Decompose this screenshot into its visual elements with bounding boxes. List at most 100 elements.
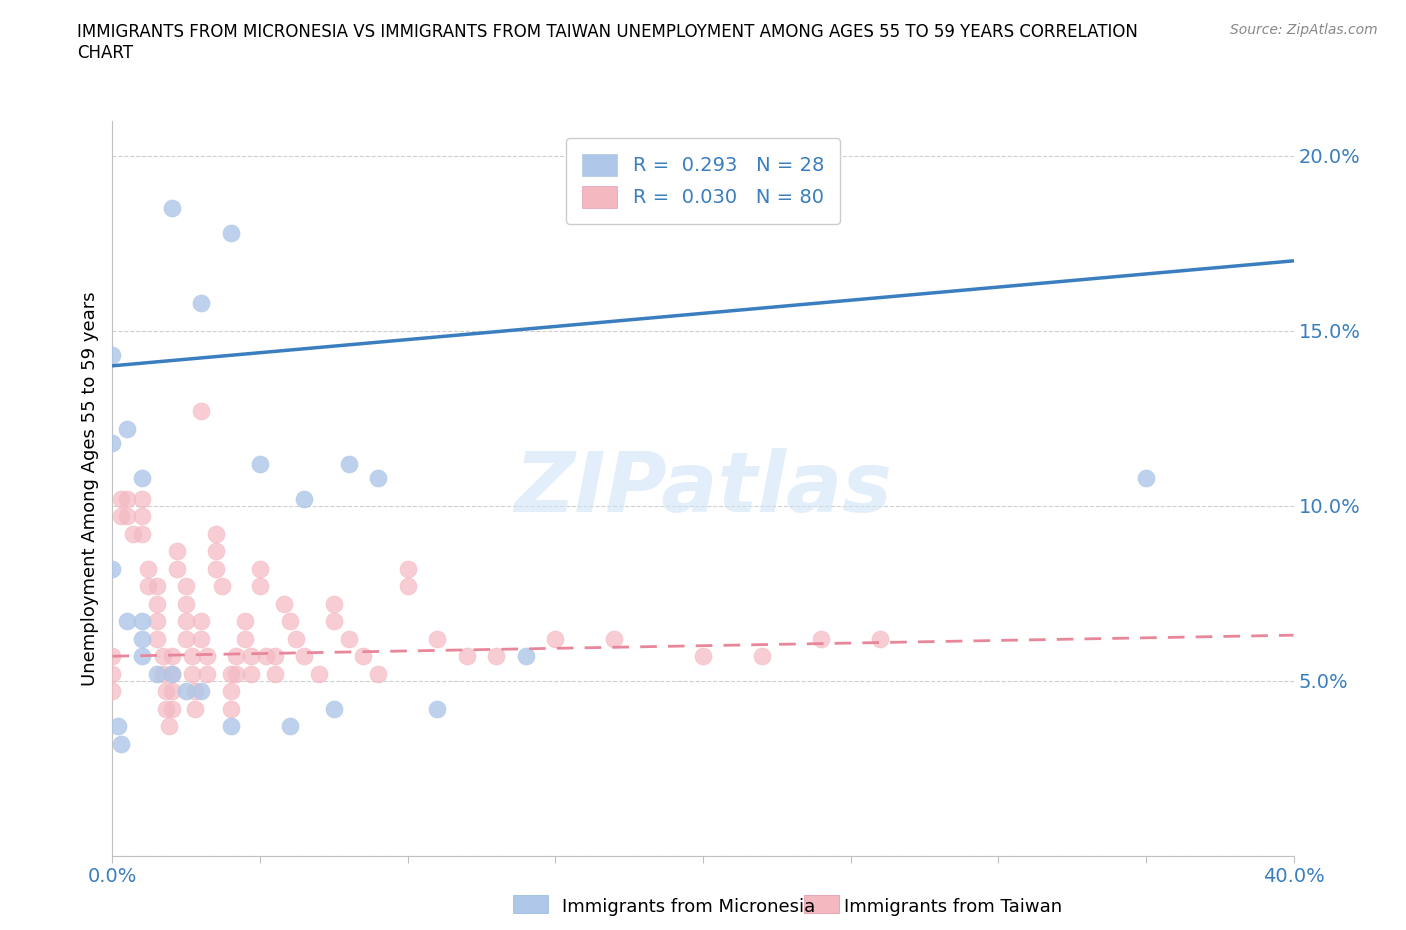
Point — [131, 491, 153, 506]
Point — [292, 649, 315, 664]
Point — [152, 666, 174, 681]
Point — [155, 684, 177, 698]
Point — [146, 578, 169, 593]
Point — [278, 719, 301, 734]
Text: Immigrants from Taiwan: Immigrants from Taiwan — [844, 897, 1062, 916]
Point — [146, 596, 169, 611]
Point — [485, 649, 508, 664]
Point — [219, 701, 242, 716]
Point — [249, 562, 271, 577]
Point — [367, 666, 389, 681]
Point — [155, 701, 177, 716]
Point — [205, 562, 228, 577]
Point — [190, 404, 212, 418]
Point — [131, 509, 153, 524]
Point — [117, 614, 138, 629]
Point — [456, 649, 478, 664]
Point — [160, 684, 183, 698]
Point — [166, 544, 188, 559]
Point — [323, 596, 346, 611]
Point — [211, 578, 233, 593]
Point — [219, 666, 242, 681]
Point — [284, 631, 307, 646]
Point — [136, 562, 159, 577]
Point — [146, 631, 169, 646]
Point — [751, 649, 773, 664]
Point — [1135, 471, 1157, 485]
Point — [174, 578, 197, 593]
Point — [101, 649, 124, 664]
Point — [603, 631, 626, 646]
Point — [110, 509, 132, 524]
Point — [157, 719, 180, 734]
Point — [110, 491, 132, 506]
Text: Source: ZipAtlas.com: Source: ZipAtlas.com — [1230, 23, 1378, 37]
Point — [174, 596, 197, 611]
Point — [131, 631, 153, 646]
Point — [152, 649, 174, 664]
Point — [190, 631, 212, 646]
Point — [219, 225, 242, 240]
Point — [131, 614, 153, 629]
Point — [254, 649, 277, 664]
Point — [160, 649, 183, 664]
Legend: R =  0.293   N = 28, R =  0.030   N = 80: R = 0.293 N = 28, R = 0.030 N = 80 — [567, 138, 839, 224]
Point — [233, 614, 256, 629]
Point — [264, 649, 287, 664]
Point — [160, 701, 183, 716]
Point — [323, 614, 346, 629]
Point — [323, 701, 346, 716]
Text: ZIPatlas: ZIPatlas — [515, 447, 891, 529]
Point — [264, 666, 287, 681]
Point — [195, 666, 218, 681]
Point — [240, 649, 263, 664]
Point — [190, 614, 212, 629]
Point — [131, 471, 153, 485]
Point — [396, 562, 419, 577]
Point — [337, 631, 360, 646]
Point — [122, 526, 145, 541]
Point — [544, 631, 567, 646]
Point — [292, 491, 315, 506]
Point — [174, 614, 197, 629]
Point — [101, 666, 124, 681]
Point — [160, 666, 183, 681]
Point — [352, 649, 374, 664]
Point — [174, 684, 197, 698]
Point — [515, 649, 537, 664]
Point — [101, 435, 124, 450]
Point — [233, 631, 256, 646]
Point — [101, 684, 124, 698]
Point — [308, 666, 330, 681]
Point — [337, 457, 360, 472]
Point — [117, 421, 138, 436]
Text: Immigrants from Micronesia: Immigrants from Micronesia — [562, 897, 815, 916]
Point — [205, 544, 228, 559]
Point — [184, 701, 207, 716]
Point — [195, 649, 218, 664]
Point — [117, 509, 138, 524]
Point — [278, 614, 301, 629]
Point — [110, 737, 132, 751]
Point — [117, 491, 138, 506]
Point — [869, 631, 891, 646]
Point — [225, 649, 247, 664]
Point — [219, 719, 242, 734]
Point — [249, 578, 271, 593]
Bar — [804, 895, 839, 913]
Point — [219, 684, 242, 698]
Point — [190, 296, 212, 311]
Point — [692, 649, 714, 664]
Point — [273, 596, 295, 611]
Point — [810, 631, 832, 646]
Point — [426, 631, 449, 646]
Point — [146, 666, 169, 681]
Point — [240, 666, 263, 681]
Point — [101, 562, 124, 577]
Point — [181, 666, 204, 681]
Point — [101, 348, 124, 363]
Point — [160, 666, 183, 681]
Point — [107, 719, 129, 734]
Text: IMMIGRANTS FROM MICRONESIA VS IMMIGRANTS FROM TAIWAN UNEMPLOYMENT AMONG AGES 55 : IMMIGRANTS FROM MICRONESIA VS IMMIGRANTS… — [77, 23, 1139, 62]
Y-axis label: Unemployment Among Ages 55 to 59 years: Unemployment Among Ages 55 to 59 years — [80, 291, 98, 685]
